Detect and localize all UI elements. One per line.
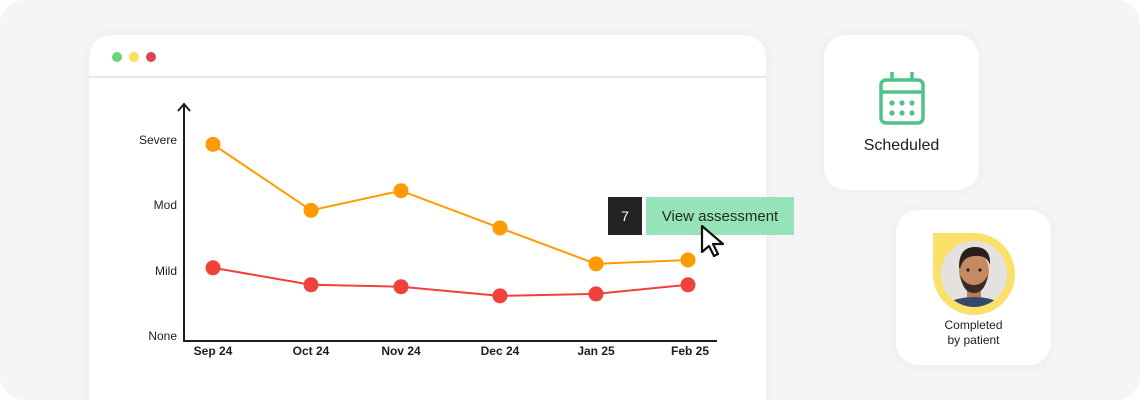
- y-tick-label: Mod: [153, 198, 177, 213]
- y-tick-label: Severe: [138, 133, 177, 148]
- data-point[interactable]: [492, 220, 508, 236]
- y-tick-label: None: [148, 329, 177, 343]
- patient-avatar: [933, 233, 1015, 315]
- x-tick-label: Jan 25: [577, 344, 615, 358]
- y-axis-arrow-icon: [177, 102, 191, 112]
- data-point[interactable]: [588, 256, 604, 272]
- window-maximize-button[interactable]: [112, 52, 122, 62]
- data-point[interactable]: [205, 260, 221, 276]
- completed-label-line1: Completed: [944, 318, 1003, 332]
- series-line: [212, 266, 689, 297]
- view-assessment-button[interactable]: View assessment: [646, 197, 794, 235]
- completed-by-patient-label: Completed by patient: [896, 318, 1051, 348]
- scheduled-card[interactable]: Scheduled: [824, 35, 979, 190]
- window-titlebar: [89, 35, 766, 78]
- x-tick-label: Feb 25: [670, 344, 709, 358]
- calendar-icon: [879, 72, 925, 125]
- completed-by-patient-card[interactable]: Completed by patient: [896, 210, 1051, 365]
- mouse-pointer-icon: [700, 224, 725, 258]
- data-point[interactable]: [303, 277, 319, 293]
- x-tick-label: Dec 24: [480, 344, 520, 358]
- chart-axes: [183, 104, 717, 342]
- data-point[interactable]: [680, 277, 696, 293]
- scheduled-label: Scheduled: [863, 137, 940, 154]
- x-tick-label: Nov 24: [381, 344, 421, 358]
- x-tick-label: Sep 24: [193, 344, 233, 358]
- series-line: [212, 143, 689, 265]
- window-close-button[interactable]: [146, 52, 156, 62]
- data-point[interactable]: [393, 183, 409, 199]
- assessment-score-badge: 7: [608, 197, 642, 235]
- data-point[interactable]: [303, 202, 319, 218]
- completed-label-line2: by patient: [947, 333, 1000, 347]
- data-point[interactable]: [588, 286, 604, 302]
- x-tick-label: Oct 24: [292, 344, 330, 358]
- data-point[interactable]: [680, 252, 696, 268]
- data-point[interactable]: [205, 136, 221, 152]
- window-minimize-button[interactable]: [129, 52, 139, 62]
- y-tick-label: Mild: [154, 263, 177, 278]
- data-point[interactable]: [393, 279, 409, 295]
- data-point[interactable]: [492, 288, 508, 304]
